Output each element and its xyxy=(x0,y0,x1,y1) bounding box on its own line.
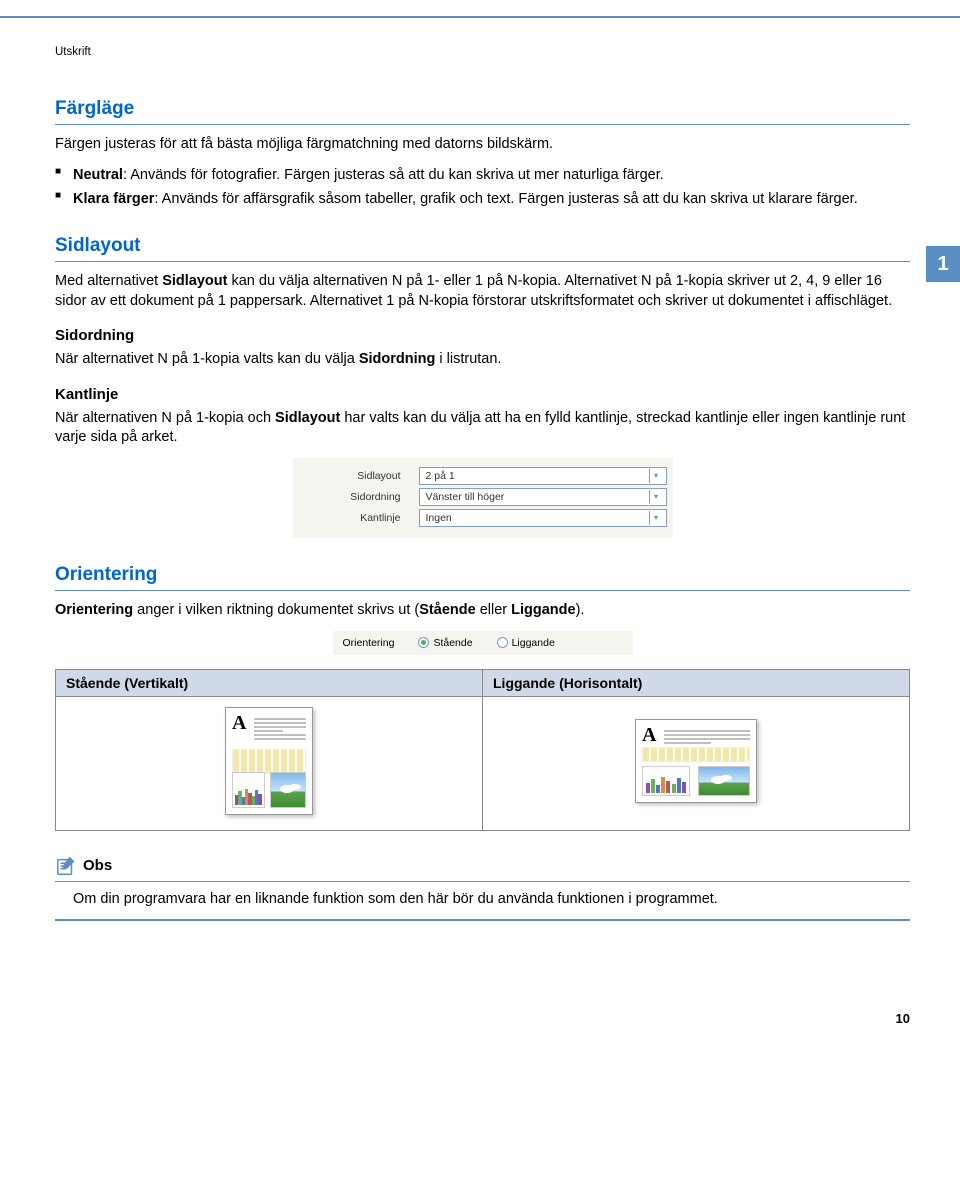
radio-group-label: Orientering xyxy=(343,637,395,649)
sidordning-para: När alternativet N på 1-kopia valts kan … xyxy=(55,350,910,370)
chevron-down-icon: ▾ xyxy=(649,511,663,525)
table-header: Liggande (Horisontalt) xyxy=(483,669,910,696)
chevron-down-icon: ▾ xyxy=(649,490,663,504)
rule xyxy=(55,124,910,125)
barchart-icon xyxy=(232,772,265,808)
barchart-icon xyxy=(642,766,690,795)
photo-icon xyxy=(270,772,306,808)
dropdown-label: Kantlinje xyxy=(299,512,419,524)
dropdown-row: Sidordning Vänster till höger ▾ xyxy=(299,488,667,506)
note-title: Obs xyxy=(83,857,112,874)
radio-label: Liggande xyxy=(512,637,555,649)
dropdown-panel: Sidlayout 2 på 1 ▾ Sidordning Vänster ti… xyxy=(293,458,673,538)
rule xyxy=(55,919,910,921)
orientation-table: Stående (Vertikalt) Liggande (Horisontal… xyxy=(55,669,910,831)
table-stripe-icon xyxy=(232,749,306,773)
list-item: Klara färger: Används för affärsgrafik s… xyxy=(55,189,910,209)
sidlayout-para: Med alternativet Sidlayout kan du välja … xyxy=(55,272,910,311)
dropdown-label: Sidlayout xyxy=(299,470,419,482)
colormode-intro: Färgen justeras för att få bästa möjliga… xyxy=(55,135,910,155)
portrait-preview-icon: A xyxy=(225,707,313,815)
dropdown-value: Vänster till höger xyxy=(426,491,505,503)
heading-colormode: Färgläge xyxy=(55,98,910,120)
text-lines-icon xyxy=(254,716,306,742)
chapter-thumbtab: 1 xyxy=(926,246,960,282)
radio-icon xyxy=(497,637,508,648)
top-rule xyxy=(0,16,960,18)
letter-icon: A xyxy=(642,724,656,747)
kantlinje-para: När alternativen N på 1-kopia och Sidlay… xyxy=(55,409,910,448)
dropdown-value: Ingen xyxy=(426,512,452,524)
sidordning-dropdown[interactable]: Vänster till höger ▾ xyxy=(419,488,667,506)
orientering-sentence: Orientering anger i vilken riktning doku… xyxy=(55,601,910,621)
text-lines-icon xyxy=(664,728,750,746)
note-box: Obs Om din programvara har en liknande f… xyxy=(55,855,910,922)
sidlayout-dropdown[interactable]: 2 på 1 ▾ xyxy=(419,467,667,485)
dropdown-label: Sidordning xyxy=(299,491,419,503)
item-title: Klara färger xyxy=(73,191,154,207)
subheading-sidordning: Sidordning xyxy=(55,327,910,344)
letter-icon: A xyxy=(232,712,246,735)
landscape-preview-icon: A xyxy=(635,719,757,803)
note-pencil-icon xyxy=(55,855,77,877)
item-rest: : Används för fotografier. Färgen juster… xyxy=(123,167,664,183)
orientation-radio-staende[interactable]: Stående xyxy=(418,637,472,649)
heading-orientering: Orientering xyxy=(55,564,910,586)
item-rest: : Används för affärsgrafik såsom tabelle… xyxy=(154,191,857,207)
note-text: Om din programvara har en liknande funkt… xyxy=(55,882,910,920)
rule xyxy=(55,590,910,591)
chevron-down-icon: ▾ xyxy=(649,469,663,483)
colormode-list: Neutral: Används för fotografier. Färgen… xyxy=(55,165,910,210)
item-title: Neutral xyxy=(73,167,123,183)
dropdown-value: 2 på 1 xyxy=(426,470,455,482)
running-head: Utskrift xyxy=(55,46,910,58)
heading-sidlayout: Sidlayout xyxy=(55,235,910,257)
kantlinje-dropdown[interactable]: Ingen ▾ xyxy=(419,509,667,527)
page-body: 1 Utskrift Färgläge Färgen justeras för … xyxy=(0,46,960,1056)
subheading-kantlinje: Kantlinje xyxy=(55,386,910,403)
table-header: Stående (Vertikalt) xyxy=(56,669,483,696)
orientation-radio-liggande[interactable]: Liggande xyxy=(497,637,555,649)
dropdown-row: Sidlayout 2 på 1 ▾ xyxy=(299,467,667,485)
list-item: Neutral: Används för fotografier. Färgen… xyxy=(55,165,910,185)
table-cell-portrait: A xyxy=(56,696,483,830)
photo-icon xyxy=(698,766,750,795)
dropdown-row: Kantlinje Ingen ▾ xyxy=(299,509,667,527)
radio-icon xyxy=(418,637,429,648)
page-number: 10 xyxy=(55,1011,910,1026)
rule xyxy=(55,261,910,262)
radio-label: Stående xyxy=(433,637,472,649)
table-stripe-icon xyxy=(642,747,750,762)
orientation-radio-panel: Orientering Stående Liggande xyxy=(333,631,633,655)
table-cell-landscape: A xyxy=(483,696,910,830)
